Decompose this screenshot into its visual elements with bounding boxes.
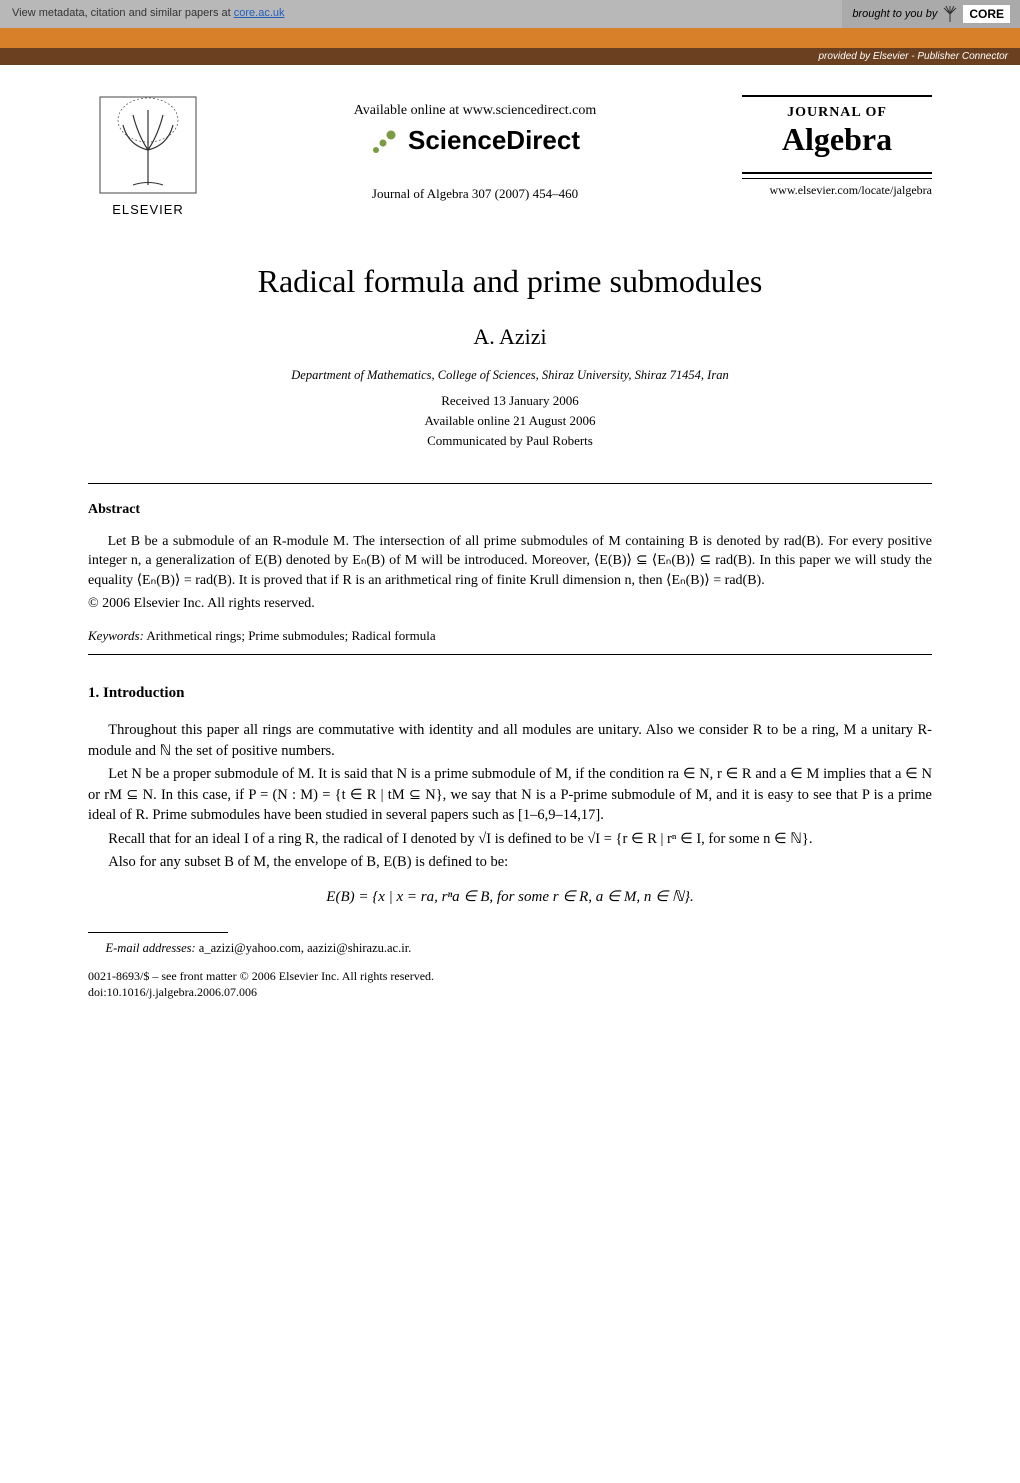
intro-p1: Throughout this paper all rings are comm… bbox=[88, 720, 932, 761]
email-footnote: E-mail addresses: a_azizi@yahoo.com, aaz… bbox=[88, 941, 932, 956]
available-date: Available online 21 August 2006 bbox=[88, 413, 932, 429]
journal-url: www.elsevier.com/locate/jalgebra bbox=[742, 178, 932, 198]
footnote-rule bbox=[88, 932, 228, 933]
sciencedirect-icon bbox=[370, 126, 400, 156]
formula-eb: E(B) = {x | x = ra, rⁿa ∈ B, for some r … bbox=[88, 887, 932, 906]
available-online-text: Available online at www.sciencedirect.co… bbox=[228, 103, 722, 119]
sciencedirect-row: ScienceDirect bbox=[228, 125, 722, 156]
orange-bar bbox=[0, 28, 1020, 48]
intro-p2: Let N be a proper submodule of M. It is … bbox=[88, 764, 932, 826]
journal-of-label: JOURNAL OF bbox=[742, 95, 932, 121]
intro-p4: Also for any subset B of M, the envelope… bbox=[88, 852, 932, 873]
abstract-body: Let B be a submodule of an R-module M. T… bbox=[88, 532, 932, 590]
intro-p3: Recall that for an ideal I of a ring R, … bbox=[88, 829, 932, 850]
core-banner-left: View metadata, citation and similar pape… bbox=[0, 0, 842, 28]
core-banner-text: View metadata, citation and similar pape… bbox=[12, 7, 234, 19]
affiliation: Department of Mathematics, College of Sc… bbox=[88, 368, 932, 383]
journal-title-block: JOURNAL OF Algebra www.elsevier.com/loca… bbox=[742, 95, 932, 198]
email-addresses: a_azizi@yahoo.com, aazizi@shirazu.ac.ir. bbox=[196, 941, 412, 955]
abstract-heading: Abstract bbox=[88, 502, 932, 518]
doi-line: doi:10.1016/j.jalgebra.2006.07.006 bbox=[88, 984, 932, 1000]
keywords-label: Keywords: bbox=[88, 628, 144, 643]
communicated-by: Communicated by Paul Roberts bbox=[88, 433, 932, 449]
core-fan-icon bbox=[941, 5, 959, 23]
abstract-copyright: © 2006 Elsevier Inc. All rights reserved… bbox=[88, 596, 932, 612]
core-banner-right: brought to you by CORE bbox=[842, 0, 1020, 28]
keywords-text: Arithmetical rings; Prime submodules; Ra… bbox=[144, 628, 436, 643]
front-matter-line: 0021-8693/$ – see front matter © 2006 El… bbox=[88, 968, 932, 984]
section-heading-intro: 1. Introduction bbox=[88, 685, 932, 702]
header-center: Available online at www.sciencedirect.co… bbox=[228, 95, 722, 202]
received-date: Received 13 January 2006 bbox=[88, 393, 932, 409]
journal-reference: Journal of Algebra 307 (2007) 454–460 bbox=[228, 186, 722, 202]
algebra-label: Algebra bbox=[742, 121, 932, 174]
author-name: A. Azizi bbox=[88, 324, 932, 350]
provided-by-bar: provided by Elsevier - Publisher Connect… bbox=[0, 48, 1020, 65]
separator-1 bbox=[88, 483, 932, 484]
journal-header: ELSEVIER Available online at www.science… bbox=[88, 95, 932, 217]
elsevier-tree-icon bbox=[98, 95, 198, 195]
email-label: E-mail addresses: bbox=[106, 941, 196, 955]
sciencedirect-label: ScienceDirect bbox=[408, 125, 580, 156]
elsevier-label: ELSEVIER bbox=[88, 202, 208, 217]
keywords-line: Keywords: Arithmetical rings; Prime subm… bbox=[88, 628, 932, 644]
brought-by-text: brought to you by bbox=[852, 8, 937, 20]
article-title: Radical formula and prime submodules bbox=[88, 263, 932, 300]
page-content: ELSEVIER Available online at www.science… bbox=[0, 65, 1020, 1040]
core-logo: CORE bbox=[963, 5, 1010, 23]
elsevier-block: ELSEVIER bbox=[88, 95, 208, 217]
core-link[interactable]: core.ac.uk bbox=[234, 7, 285, 19]
separator-2 bbox=[88, 654, 932, 655]
core-banner: View metadata, citation and similar pape… bbox=[0, 0, 1020, 28]
